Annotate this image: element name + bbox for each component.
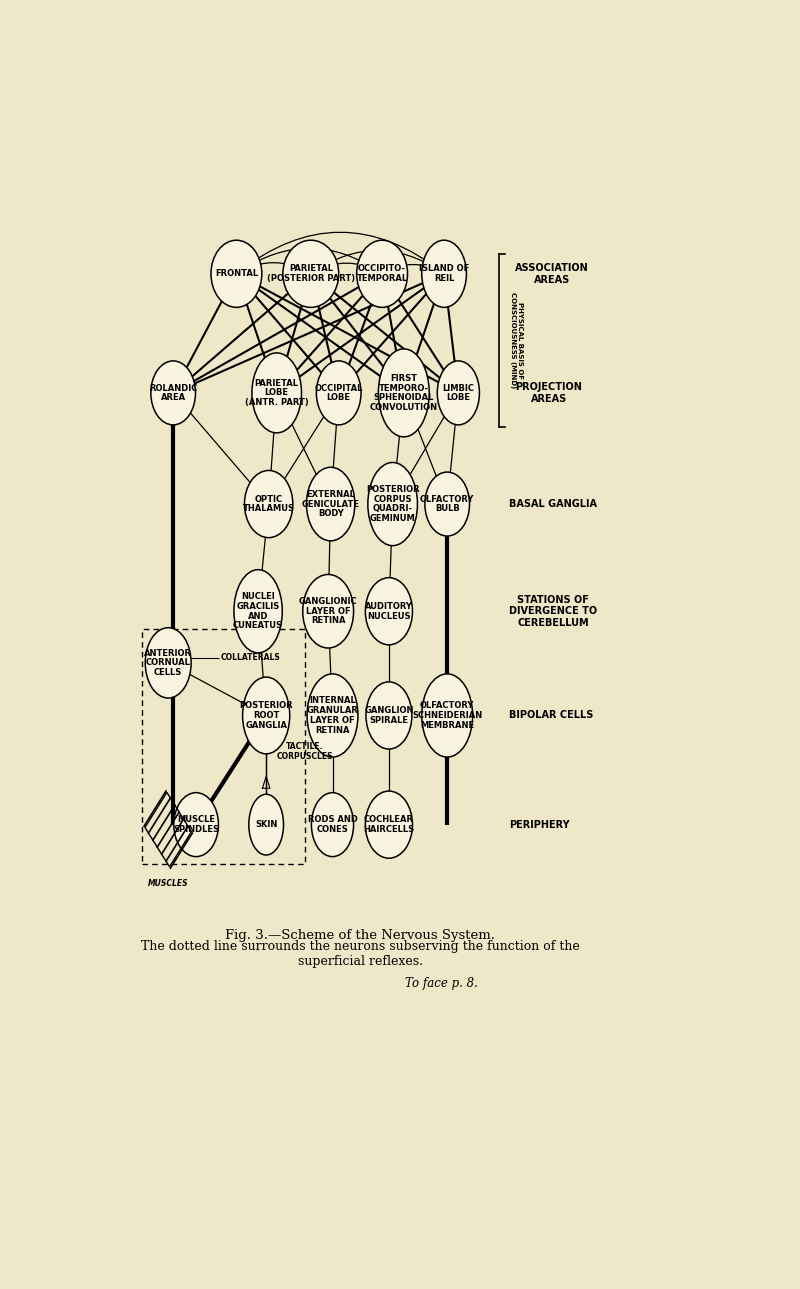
Ellipse shape [368,463,418,545]
Text: TACTILE.
CORPUSCLES: TACTILE. CORPUSCLES [276,741,333,761]
Text: BIPOLAR CELLS: BIPOLAR CELLS [510,710,594,721]
Ellipse shape [234,570,282,652]
Ellipse shape [422,674,473,757]
Ellipse shape [357,240,407,307]
Ellipse shape [307,674,358,757]
Text: MUSCLE
SPINDLES: MUSCLE SPINDLES [173,815,219,834]
Text: OPTIC
THALAMUS: OPTIC THALAMUS [242,495,294,513]
Text: ASSOCIATION
AREAS: ASSOCIATION AREAS [515,263,589,285]
Text: COCHLEAR
HAIRCELLS: COCHLEAR HAIRCELLS [363,815,414,834]
Text: GANGLIONIC
LAYER OF
RETINA: GANGLIONIC LAYER OF RETINA [299,597,358,625]
Text: OLFACTORY
SCHNEIDERIAN
MEMBRANE: OLFACTORY SCHNEIDERIAN MEMBRANE [412,701,482,730]
Text: COLLATERALS: COLLATERALS [221,654,281,663]
Text: MUSCLES: MUSCLES [148,879,189,888]
Ellipse shape [438,361,479,425]
Text: POSTERIOR
CORPUS
QUADRI-
GEMINUM: POSTERIOR CORPUS QUADRI- GEMINUM [366,485,419,523]
Ellipse shape [422,240,466,307]
Ellipse shape [366,791,413,858]
Text: AUDITORY
NUCLEUS: AUDITORY NUCLEUS [365,602,413,620]
Text: OCCIPITO-
TEMPORAL: OCCIPITO- TEMPORAL [357,264,408,284]
Ellipse shape [302,575,354,648]
Ellipse shape [151,361,195,425]
Text: ROLANDIC
AREA: ROLANDIC AREA [149,384,198,402]
Ellipse shape [283,240,338,307]
Ellipse shape [366,682,412,749]
Text: PARIETAL
LOBE
(ANTR. PART): PARIETAL LOBE (ANTR. PART) [245,379,309,407]
Ellipse shape [378,349,430,437]
Text: OCCIPITAL
LOBE: OCCIPITAL LOBE [314,384,363,402]
Text: LIMBIC
LOBE: LIMBIC LOBE [442,384,474,402]
Text: PERIPHERY: PERIPHERY [510,820,570,830]
Text: PARIETAL
(POSTERIOR PART): PARIETAL (POSTERIOR PART) [266,264,355,284]
Ellipse shape [316,361,361,425]
Text: STATIONS OF
DIVERGENCE TO
CEREBELLUM: STATIONS OF DIVERGENCE TO CEREBELLUM [510,594,598,628]
Ellipse shape [306,468,355,541]
Ellipse shape [249,794,283,855]
Ellipse shape [211,240,262,307]
Text: BASAL GANGLIA: BASAL GANGLIA [510,499,597,509]
Text: POSTERIOR
ROOT
GANGLIA: POSTERIOR ROOT GANGLIA [239,701,293,730]
Ellipse shape [311,793,354,857]
Bar [145,793,191,866]
Text: RODS AND
CONES: RODS AND CONES [307,815,358,834]
Text: NUCLEI
GRACILIS
AND
CUNEATUS: NUCLEI GRACILIS AND CUNEATUS [233,592,283,630]
Ellipse shape [425,472,470,536]
Text: PROJECTION
AREAS: PROJECTION AREAS [515,382,582,403]
Text: GANGLION
SPIRALE: GANGLION SPIRALE [364,706,414,724]
Text: The dotted line surrounds the neurons subserving the function of the
superficial: The dotted line surrounds the neurons su… [141,940,580,968]
Text: Fig. 3.—Scheme of the Nervous System.: Fig. 3.—Scheme of the Nervous System. [226,929,495,942]
Text: OLFACTORY
BULB: OLFACTORY BULB [420,495,474,513]
Ellipse shape [366,577,413,644]
Ellipse shape [174,793,218,857]
Text: ANTERIOR
CORNUAL
CELLS: ANTERIOR CORNUAL CELLS [144,648,192,677]
Text: PHYSICAL BASIS OF
CONSCIOUSNESS (MIND): PHYSICAL BASIS OF CONSCIOUSNESS (MIND) [510,293,523,388]
Text: INTERNAL
GRANULAR
LAYER OF
RETINA: INTERNAL GRANULAR LAYER OF RETINA [306,696,358,735]
Ellipse shape [245,470,293,538]
Text: EXTERNAL
GENICULATE
BODY: EXTERNAL GENICULATE BODY [302,490,360,518]
Text: SKIN: SKIN [255,820,278,829]
Ellipse shape [252,353,302,433]
Ellipse shape [242,677,290,754]
Text: To face p. 8.: To face p. 8. [405,977,478,990]
Text: FIRST
TEMPORO-
SPHENOIDAL
CONVOLUTION: FIRST TEMPORO- SPHENOIDAL CONVOLUTION [370,374,438,412]
Ellipse shape [146,628,191,699]
Text: FRONTAL: FRONTAL [215,269,258,278]
Text: ISLAND OF
REIL: ISLAND OF REIL [419,264,470,284]
